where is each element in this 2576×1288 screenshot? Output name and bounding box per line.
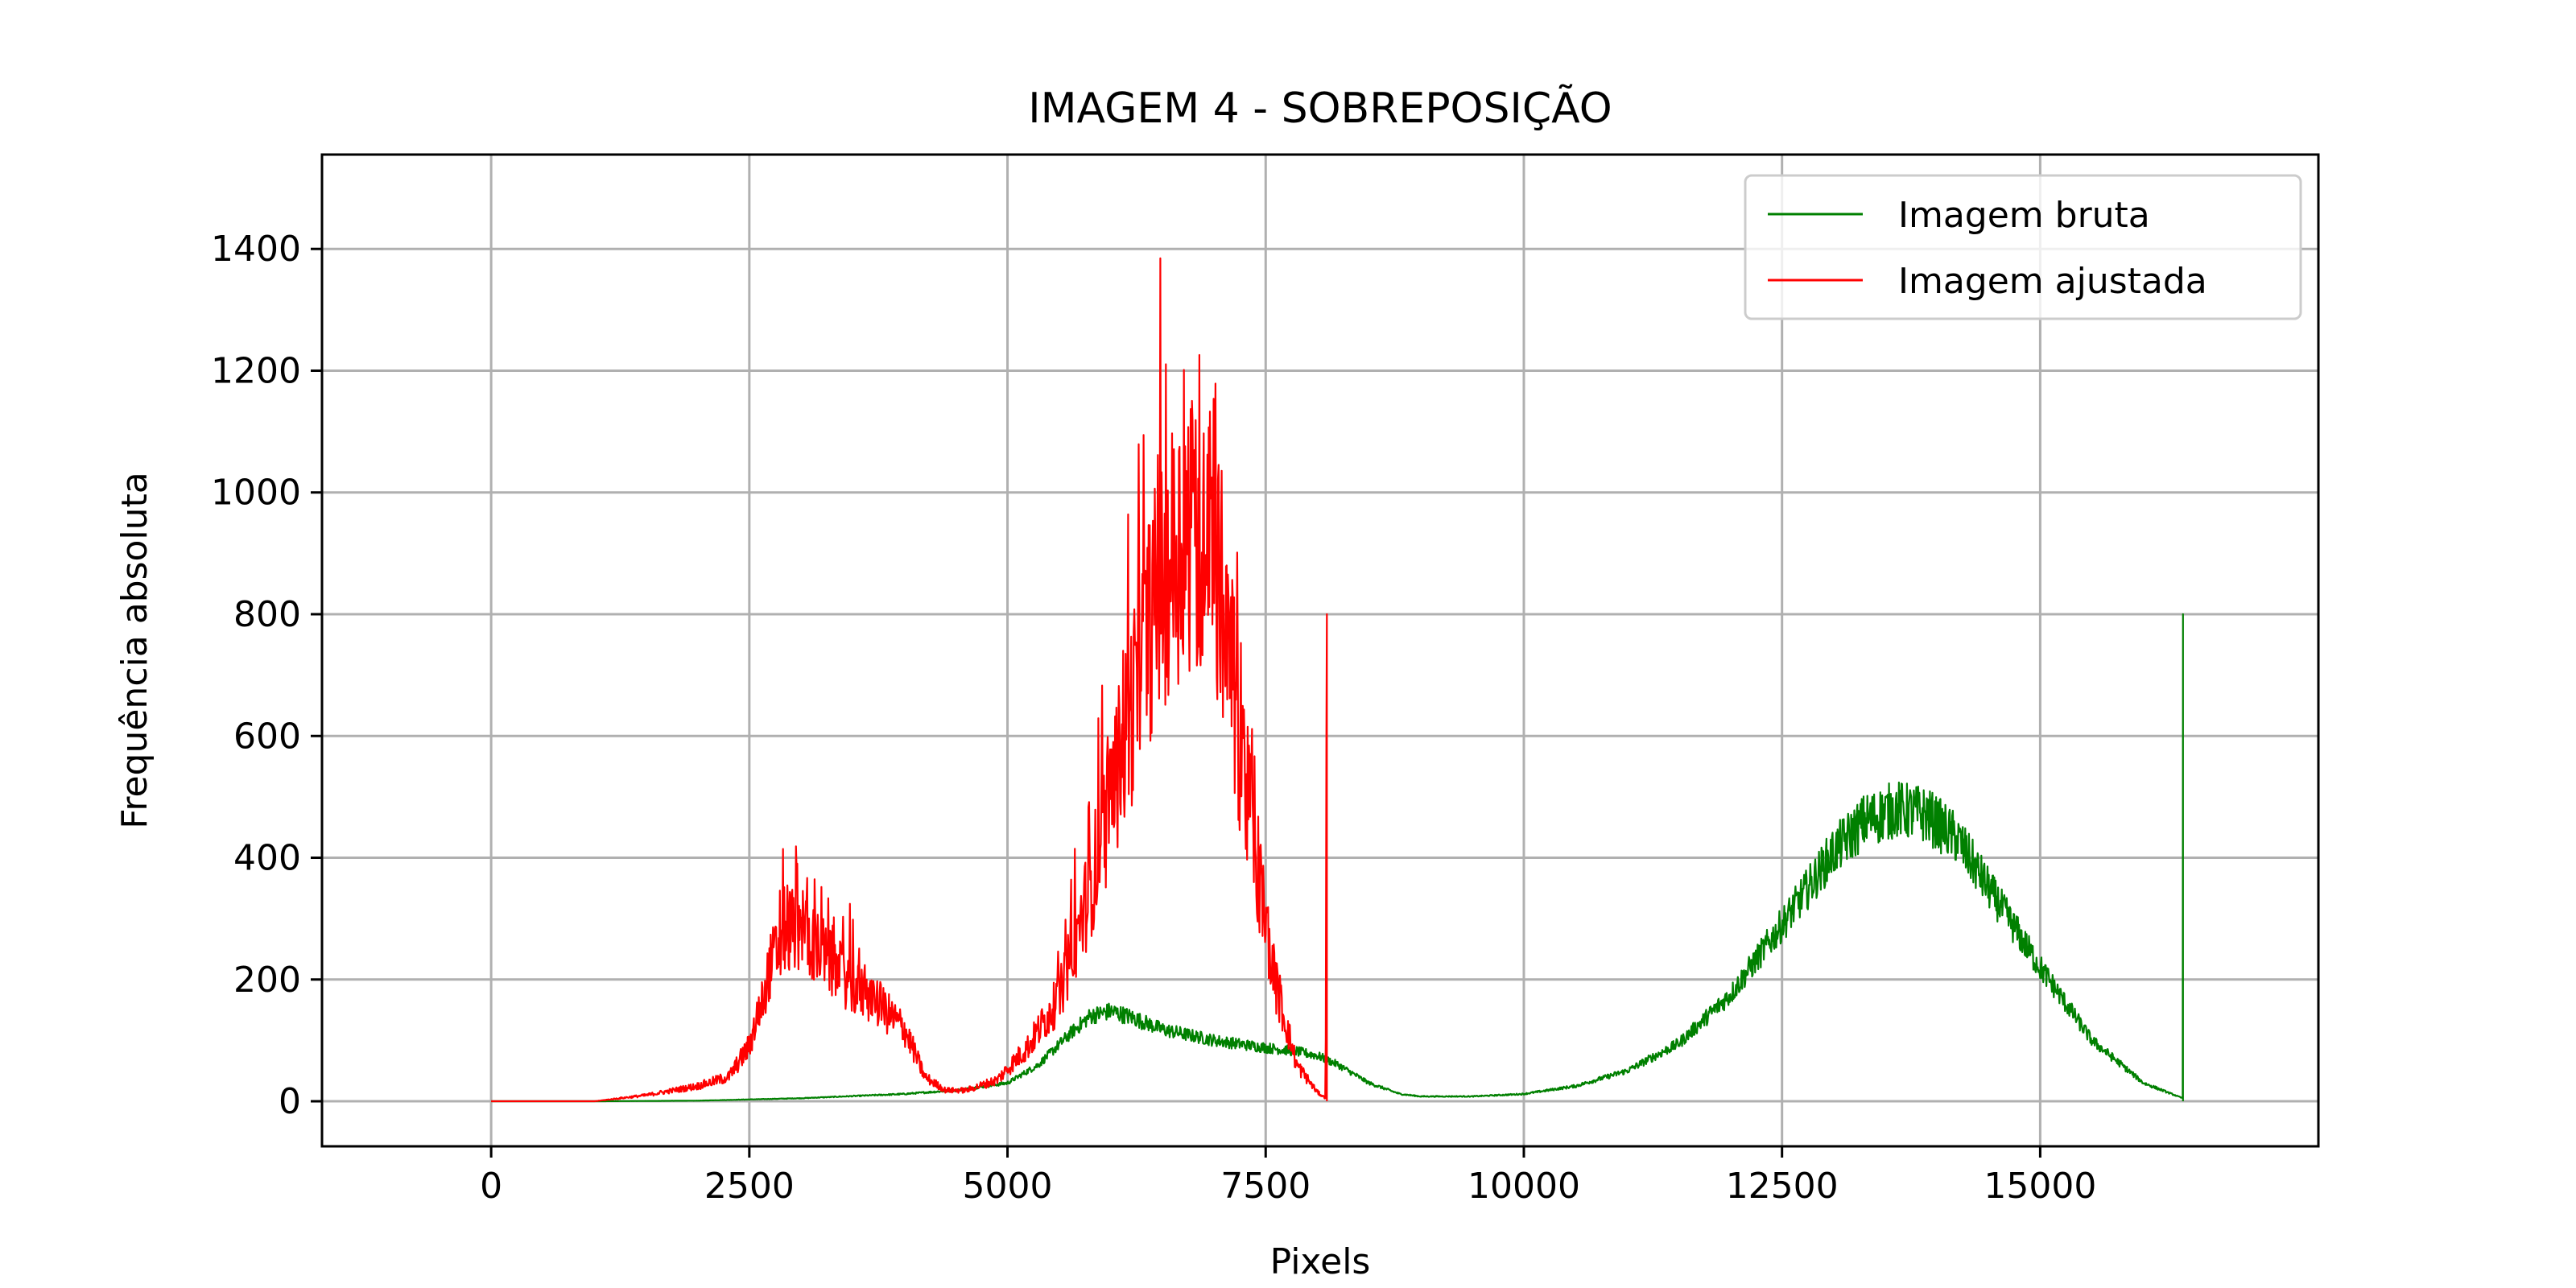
x-tick-label: 5000: [963, 1166, 1053, 1207]
y-tick-label: 400: [233, 838, 301, 879]
series-line-imagem-bruta: [490, 613, 2184, 1103]
ticks: 0 2500 5000 7500 10000 12500 15000 0 200 400 600 80…: [211, 229, 2096, 1207]
y-tick-label: 1200: [211, 350, 301, 391]
y-tick-label: 0: [279, 1081, 301, 1122]
y-tick-label: 600: [233, 716, 301, 757]
x-axis-label: Pixels: [1270, 1241, 1371, 1282]
x-tick-label: 2500: [704, 1166, 795, 1207]
y-axis-label: Frequência absoluta: [114, 472, 155, 829]
x-tick-label: 0: [480, 1166, 502, 1207]
plot-frame: [320, 153, 2320, 1148]
chart-title: IMAGEM 4 - SOBREPOSIÇÃO: [1028, 84, 1612, 133]
x-tick-label: 10000: [1468, 1166, 1580, 1207]
y-tick-label: 1000: [211, 473, 301, 514]
legend: Imagem bruta Imagem ajustada: [1744, 174, 2302, 320]
series-layer: [490, 257, 2184, 1103]
x-tick-label: 12500: [1726, 1166, 1839, 1207]
legend-box: [1744, 174, 2302, 320]
x-tick-label: 15000: [1984, 1166, 2096, 1207]
y-tick-label: 800: [233, 594, 301, 635]
y-tick-label: 1400: [211, 229, 301, 270]
series-line-imagem-ajustada: [490, 257, 1328, 1103]
legend-label-imagem-ajustada: Imagem ajustada: [1898, 261, 2207, 302]
legend-label-imagem-bruta: Imagem bruta: [1898, 195, 2150, 236]
y-tick-label: 200: [233, 960, 301, 1001]
x-tick-label: 7500: [1220, 1166, 1311, 1207]
